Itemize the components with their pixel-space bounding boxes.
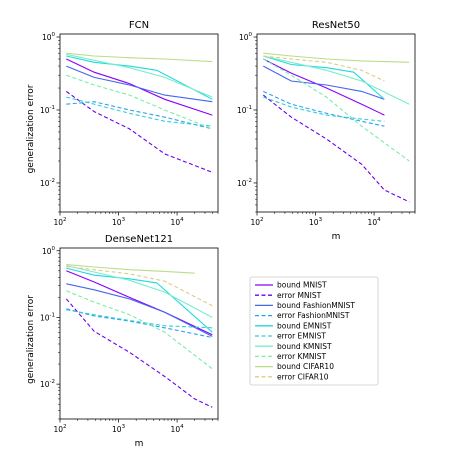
legend-label: error FashionMNIST <box>277 311 350 320</box>
series-bound-fashionmnist <box>66 283 213 337</box>
series-error-mnist <box>65 90 213 173</box>
series-error-kmnist <box>66 290 213 370</box>
legend-label: error MNIST <box>277 291 322 300</box>
series-bound-kmnist <box>66 53 213 98</box>
y-tick-label: 10-2 <box>40 379 55 389</box>
legend-label: bound KMNIST <box>277 342 332 351</box>
series-bound-cifar10 <box>66 264 195 274</box>
series-bound-kmnist <box>66 265 213 318</box>
y-tick-label: 10-2 <box>237 178 252 188</box>
plot-frame <box>59 247 219 420</box>
x-tick-label: 102 <box>53 424 66 434</box>
y-tick-label: 100 <box>239 32 253 42</box>
legend-label: bound EMNIST <box>277 321 332 330</box>
y-tick-label: 100 <box>42 246 56 256</box>
series-bound-mnist <box>66 58 213 116</box>
y-axis-label: generalization error <box>26 84 36 173</box>
subplot-densenet121: 102 103 104 100 10-1 10-2 DenseNet121 m generali… <box>26 234 219 449</box>
x-axis-label: m <box>135 439 144 449</box>
x-tick-label: 102 <box>250 217 263 227</box>
series-bound-kmnist <box>263 55 410 105</box>
series-error-emnist <box>263 96 385 122</box>
legend-label: error EMNIST <box>277 332 326 341</box>
series-error-cifar10 <box>66 265 213 307</box>
series-error-cifar10 <box>263 55 385 82</box>
series-bound-fashionmnist <box>263 65 385 100</box>
x-tick-label: 104 <box>368 217 382 227</box>
series-error-kmnist <box>66 74 213 130</box>
series-error-emnist <box>66 96 213 127</box>
subplot-title: DenseNet121 <box>105 234 173 245</box>
x-tick-label: 103 <box>112 217 126 227</box>
x-tick-label: 104 <box>171 424 185 434</box>
series-bound-emnist <box>66 267 213 333</box>
series-bound-cifar10 <box>66 52 213 63</box>
legend-label: error KMNIST <box>277 352 327 361</box>
x-tick-label: 102 <box>53 217 66 227</box>
y-tick-label: 10-1 <box>40 312 55 322</box>
subplot-title: ResNet50 <box>312 20 360 31</box>
plot-frame <box>59 33 219 213</box>
series-error-fashionmnist <box>263 90 385 127</box>
series-bound-mnist <box>263 58 385 116</box>
series-error-mnist <box>65 298 213 408</box>
series-error-kmnist <box>263 58 410 162</box>
y-tick-label: 10-1 <box>237 105 252 115</box>
series-bound-cifar10 <box>263 52 410 63</box>
series-bound-fashionmnist <box>66 65 213 103</box>
y-tick-label: 10-1 <box>40 105 55 115</box>
x-tick-label: 103 <box>112 424 126 434</box>
legend-box <box>249 276 379 386</box>
legend-label: bound MNIST <box>277 281 327 290</box>
plot-frame <box>256 33 416 213</box>
x-tick-label: 104 <box>171 217 185 227</box>
subplot-fcn: 102 103 104 100 10-1 10-2 FCN generalization er… <box>26 20 219 227</box>
legend-label: bound FashionMNIST <box>277 301 355 310</box>
y-tick-label: 10-2 <box>40 178 55 188</box>
y-tick-label: 100 <box>42 32 56 42</box>
series-bound-emnist <box>66 55 213 100</box>
legend-label: error CIFAR10 <box>277 372 329 381</box>
y-axis-label: generalization error <box>26 295 36 384</box>
legend-label: bound CIFAR10 <box>277 362 334 371</box>
x-axis-label: m <box>332 232 341 242</box>
x-tick-label: 103 <box>309 217 323 227</box>
series-error-mnist <box>262 94 410 203</box>
subplot-title: FCN <box>129 20 149 31</box>
subplot-resnet50: 102 103 104 100 10-1 10-2 ResNet50 m <box>237 20 416 242</box>
series-bound-emnist <box>263 55 385 100</box>
